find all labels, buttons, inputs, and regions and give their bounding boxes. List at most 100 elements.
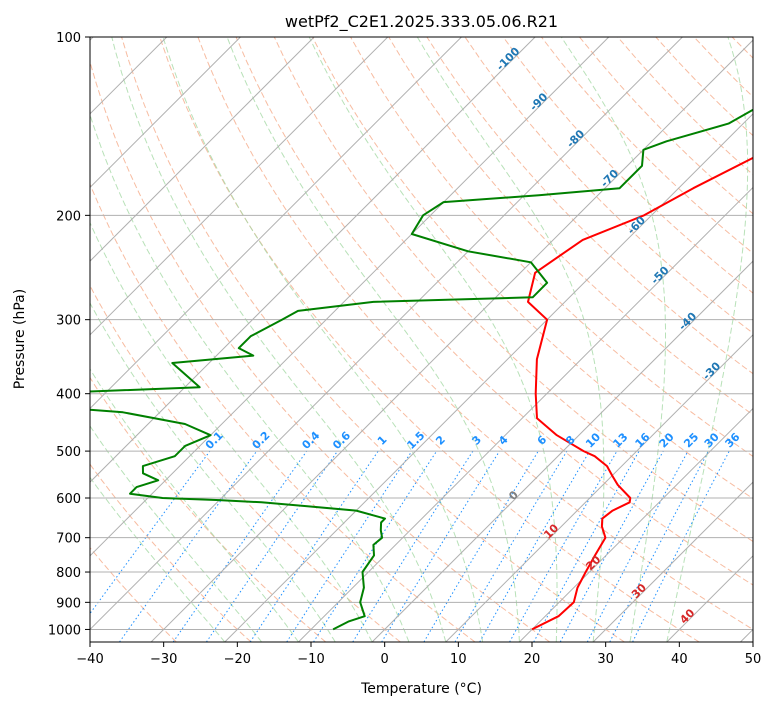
dry-adiabat [121, 37, 625, 642]
mixing-ratio-line [172, 450, 308, 642]
y-axis: 100 200 300 400 500 600 700 800 900 1000 [48, 31, 90, 638]
y-tick-label: 400 [56, 388, 81, 403]
y-tick-label: 700 [56, 532, 81, 547]
mixing-ratio-label: 0.6 [330, 429, 353, 452]
y-tick-label: 800 [56, 566, 81, 581]
dry-adiabat [502, 37, 753, 294]
mixing-ratio-line [352, 450, 474, 642]
dry-adiabat [90, 376, 327, 642]
profile-series [90, 108, 753, 631]
dry-adiabats [90, 37, 775, 642]
mixing-ratio-label: 6 [535, 433, 550, 448]
x-tick-label: 20 [524, 652, 541, 667]
mixing-ratio-lines [90, 450, 730, 642]
moist-adiabat-label: -100 [494, 44, 523, 73]
mixing-ratio-label: 25 [681, 430, 701, 450]
moist-adiabat-label: -50 [648, 264, 671, 287]
dry-adiabat [770, 37, 775, 642]
moist-adiabat-label: -80 [564, 127, 587, 150]
moist-adiabat-label: -30 [700, 359, 723, 382]
isotherm-line [90, 37, 241, 189]
mixing-ratio-line [381, 450, 500, 642]
moist-adiabat [90, 368, 299, 642]
y-tick-label: 200 [56, 209, 81, 224]
moist-adiabat [560, 37, 666, 642]
moist-adiabat [90, 425, 262, 642]
mixing-ratio-line [533, 450, 640, 642]
isotherm-line [592, 481, 753, 642]
moist-adiabat [226, 37, 520, 642]
y-tick-label: 900 [56, 596, 81, 611]
mixing-ratio-line [90, 450, 211, 615]
dry-adiabat [90, 284, 401, 642]
dry-adiabat [464, 37, 753, 334]
line-labels: 010203040-100-90-80-70-60-50-40-30-20-10… [203, 44, 743, 626]
isotherm-line [90, 37, 683, 631]
mixing-ratio-label: 1.5 [404, 429, 427, 452]
moist-adiabat-label: -70 [598, 167, 621, 190]
plot-frame [89, 36, 754, 643]
dry-adiabat [235, 37, 753, 586]
dry-adiabat [693, 37, 753, 98]
mixing-ratio-label: 36 [723, 430, 743, 450]
mixing-ratio-line [205, 450, 338, 642]
moist-adiabat [162, 37, 484, 642]
dry-adiabat [426, 37, 753, 375]
isotherm-line [224, 113, 753, 642]
x-tick-label: −20 [224, 652, 251, 667]
mixing-ratio-line [559, 450, 664, 642]
mixing-ratio-line [119, 450, 258, 642]
dry-adiabat [388, 37, 753, 416]
x-axis-label: Temperature (°C) [360, 681, 482, 697]
isotherm-line [298, 186, 753, 642]
pressure-gridlines [90, 37, 753, 630]
x-tick-label: 40 [671, 652, 688, 667]
moist-adiabat [666, 37, 749, 642]
isotherm-line [150, 39, 753, 642]
mixing-ratio-line [509, 450, 618, 642]
isotherm-line [90, 37, 536, 483]
mixing-ratio-label: 16 [633, 430, 653, 450]
moist-adiabat [90, 476, 226, 642]
isotherm-line [90, 37, 610, 557]
y-tick-label: 1000 [48, 623, 81, 638]
temperature-line [527, 156, 753, 631]
dry-adiabat [90, 182, 476, 642]
dry-adiabat [90, 463, 252, 642]
x-tick-label: −30 [150, 652, 177, 667]
isotherm-line [445, 334, 753, 642]
dry-adiabat [311, 37, 753, 500]
mixing-ratio-line [249, 450, 379, 642]
mixing-ratio-line [313, 450, 438, 642]
mixing-ratio-line [632, 450, 730, 642]
mixing-ratio-line [286, 450, 413, 642]
isotherm-label: 40 [677, 606, 697, 626]
x-tick-label: −40 [76, 652, 103, 667]
dry-adiabat [197, 37, 753, 630]
moist-adiabat [90, 221, 373, 642]
y-axis-label: Pressure (hPa) [12, 289, 28, 389]
moist-adiabat [90, 113, 410, 642]
moist-adiabat [111, 37, 447, 642]
dry-adiabat [617, 37, 753, 176]
y-tick-label: 300 [56, 314, 81, 329]
isotherm-line [90, 37, 315, 262]
x-tick-label: 10 [450, 652, 467, 667]
mixing-ratio-label: 2 [433, 433, 448, 448]
x-tick-label: 30 [597, 652, 614, 667]
isotherm-line [519, 407, 753, 642]
moist-adiabats [90, 37, 749, 642]
dry-adiabat [90, 546, 177, 642]
isotherm-line [666, 555, 753, 642]
y-tick-label: 600 [56, 492, 81, 507]
dewpoint-line [90, 108, 753, 631]
x-axis: −40 −30 −20 −10 0 10 20 30 40 50 [76, 642, 761, 667]
x-tick-label: 50 [745, 652, 762, 667]
y-tick-label: 500 [56, 445, 81, 460]
isotherm-line [90, 37, 389, 336]
moist-adiabat [90, 301, 336, 642]
mixing-ratio-label: 4 [496, 433, 511, 448]
isotherm-line [90, 37, 462, 410]
mixing-ratio-line [423, 450, 539, 642]
